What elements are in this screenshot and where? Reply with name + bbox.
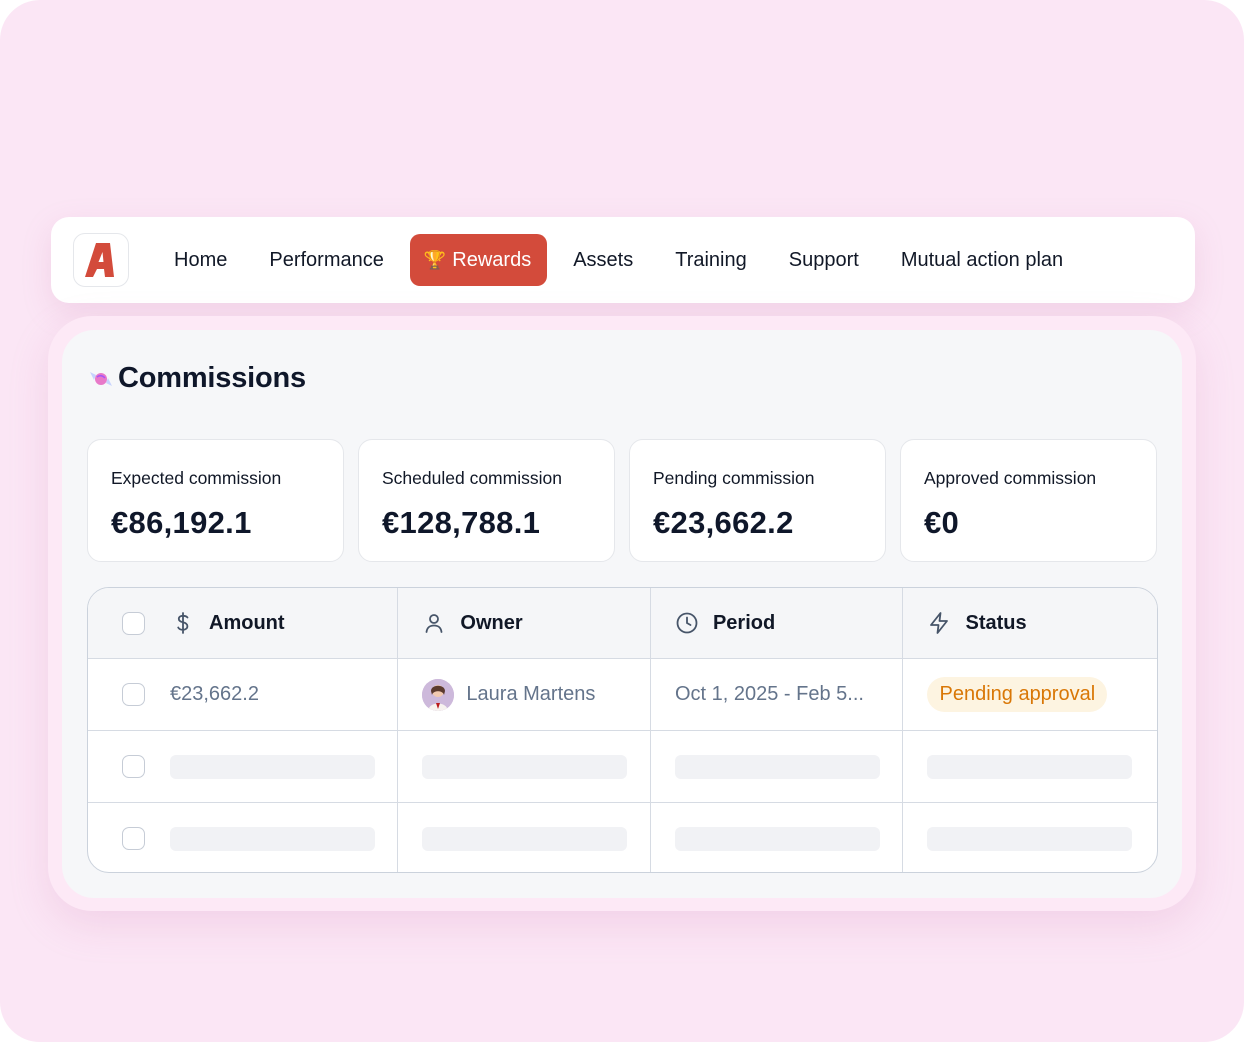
clock-icon [676,612,698,634]
status-cell [903,731,1157,802]
column-header-status[interactable]: Status [903,588,1157,658]
skeleton-bar [170,754,375,779]
logo-a-icon [85,243,114,277]
nav-item-support[interactable]: Support [768,234,880,286]
skeleton-bar [674,754,880,779]
skeleton-bar [170,826,375,851]
status-badge: Pending approval [927,677,1108,712]
status-cell: Pending approval [903,659,1157,730]
nav-item-label: Mutual action plan [900,248,1064,271]
card-value: €23,662.2 [653,505,794,540]
card-label: Scheduled commission [382,468,562,488]
column-header-amount[interactable]: Amount [88,588,399,658]
nav-item-assets[interactable]: Assets [552,234,654,286]
page-title: Commissions [118,362,306,394]
owner-cell: Laura Martens [398,659,651,730]
pending-commission-card: Pending commission €23,662.2 [629,439,886,562]
dollar-icon [177,612,189,634]
table-row-placeholder [88,803,1157,872]
period-value: Oct 1, 2025 - Feb 5... [674,683,864,705]
nav-item-training[interactable]: Training [654,234,768,286]
row-checkbox[interactable] [122,755,145,778]
card-label: Expected commission [111,468,282,488]
column-header-label: Period [712,611,776,634]
card-value: €86,192.1 [111,505,252,540]
nav-item-rewards[interactable]: 🏆 Rewards [409,234,548,286]
card-value: €0 [924,505,960,540]
user-icon [426,614,443,633]
expected-commission-card: Expected commission €86,192.1 [87,439,344,562]
avatar [422,678,455,711]
card-label: Approved commission [924,468,1097,488]
nav-item-home[interactable]: Home [153,234,248,286]
column-header-period[interactable]: Period [651,588,904,658]
column-header-label: Status [965,611,1027,634]
column-header-label: Amount [209,611,285,634]
period-cell [651,731,904,802]
table-row[interactable]: €23,662.2 Laura Martens Oct 1, 2025 - Fe… [88,659,1157,731]
table-header-row: Amount Owner Period Status [88,588,1157,659]
owner-cell [398,803,651,872]
lightning-icon [930,612,949,634]
top-navigation: Home Performance 🏆 Rewards Assets Traini… [51,217,1195,303]
period-cell [651,803,904,872]
commissions-table: Amount Owner Period Status €23,662. [87,587,1158,873]
amount-cell [88,803,399,872]
approved-commission-card: Approved commission €0 [900,439,1157,562]
card-label: Pending commission [653,468,815,488]
owner-cell [398,731,651,802]
skeleton-bar [422,754,628,779]
amount-cell [88,731,399,802]
app-logo[interactable] [73,233,129,287]
nav-item-mutual-action-plan[interactable]: Mutual action plan [880,234,1084,286]
nav-item-label: Performance [269,248,384,271]
nav-item-label: Home [174,248,228,271]
nav-item-label: Training [675,248,747,271]
nav-item-performance[interactable]: Performance [248,234,405,286]
column-header-owner[interactable]: Owner [398,588,651,658]
candy-icon [90,371,112,386]
period-cell: Oct 1, 2025 - Feb 5... [651,659,904,730]
row-checkbox[interactable] [122,827,145,850]
skeleton-bar [422,826,628,851]
skeleton-bar [674,826,880,851]
select-all-checkbox[interactable] [122,611,145,635]
page-header: Commissions [86,362,306,395]
status-cell [903,803,1157,872]
trophy-icon: 🏆 [423,249,447,270]
amount-cell: €23,662.2 [88,659,399,730]
nav-item-label: Assets [573,248,634,271]
column-header-label: Owner [460,611,523,634]
scheduled-commission-card: Scheduled commission €128,788.1 [358,439,615,562]
table-row-placeholder [88,731,1157,803]
skeleton-bar [927,754,1133,779]
row-checkbox[interactable] [122,683,145,706]
skeleton-bar [927,826,1133,851]
amount-value: €23,662.2 [170,683,259,705]
nav-item-label: Support [788,248,859,271]
nav-item-label: Rewards [452,248,532,271]
owner-name: Laura Martens [466,683,596,705]
card-value: €128,788.1 [382,505,541,540]
